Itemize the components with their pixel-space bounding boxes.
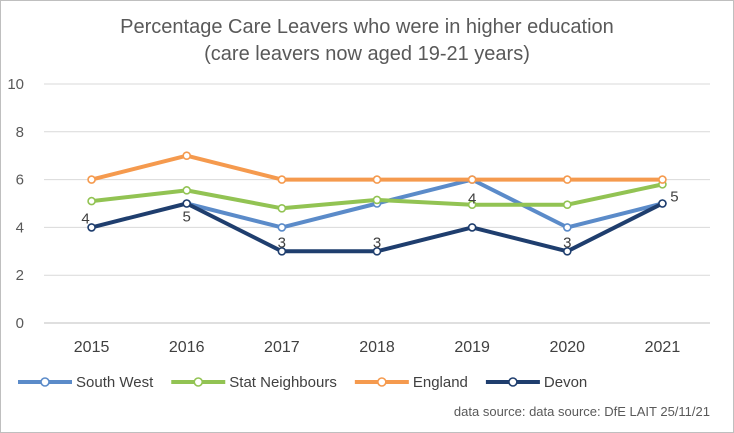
data-point-stat-neighbours [562, 200, 572, 209]
y-tick-label: 10 [7, 76, 24, 93]
x-tick-label: 2019 [454, 339, 490, 356]
legend-item-south-west: South West [18, 374, 154, 391]
data-point-devon [87, 223, 96, 232]
legend-item-england: England [354, 374, 468, 391]
legend-label: South West [76, 374, 154, 391]
data-label: 4 [468, 190, 476, 207]
data-point-stat-neighbours [372, 195, 382, 205]
legend-label: Devon [544, 374, 587, 391]
data-label: 3 [373, 234, 381, 251]
legend-label: Stat Neighbours [229, 374, 337, 391]
y-tick-label: 2 [16, 267, 24, 284]
data-point-england [277, 175, 287, 184]
x-tick-label: 2021 [645, 339, 681, 356]
data-point-england [87, 175, 96, 184]
x-tick-label: 2018 [359, 339, 395, 356]
y-tick-label: 4 [16, 219, 24, 236]
legend-marker [193, 377, 204, 387]
data-labels: 4 5 3 3 4 3 5 [81, 189, 678, 252]
y-tick-label: 8 [16, 124, 24, 141]
data-point-devon [372, 247, 382, 256]
legend-item-devon: Devon [485, 374, 587, 391]
data-point-stat-neighbours [87, 196, 96, 206]
x-tick-label: 2015 [74, 339, 110, 356]
y-axis: 0 2 4 6 8 10 [7, 76, 24, 332]
data-label: 4 [81, 210, 89, 227]
x-tick-label: 2017 [264, 339, 300, 356]
legend-item-stat-neighbours: Stat Neighbours [171, 374, 337, 391]
x-axis: 2015 2016 2017 2018 2019 2020 2021 [74, 339, 681, 356]
data-source-note: data source: data source: DfE LAIT 25/11… [453, 404, 710, 419]
data-point-south-west [562, 223, 572, 232]
chart-title-line2: (care leavers now aged 19-21 years) [204, 43, 530, 65]
y-tick-label: 6 [16, 172, 24, 189]
data-point-england [182, 151, 192, 160]
series-stat-neighbours [87, 180, 667, 213]
data-point-devon [182, 199, 192, 208]
data-point-south-west [277, 223, 287, 232]
legend: South West Stat Neighbours England Devon [18, 374, 587, 391]
chart-title: Percentage Care Leavers who were in high… [0, 14, 734, 68]
legend-marker [40, 377, 50, 387]
data-point-stat-neighbours [467, 200, 477, 209]
data-point-england [467, 175, 477, 184]
data-point-stat-neighbours [182, 186, 192, 195]
data-label: 3 [278, 234, 286, 251]
x-tick-label: 2020 [549, 339, 585, 356]
series-lines [87, 151, 667, 256]
data-point-devon [562, 247, 572, 256]
data-point-devon [658, 199, 667, 208]
y-tick-label: 0 [16, 315, 24, 332]
series-england [87, 151, 667, 184]
data-point-england [562, 175, 572, 184]
x-tick-label: 2016 [169, 339, 205, 356]
data-point-stat-neighbours [277, 203, 287, 213]
series-line-south-west [186, 177, 663, 230]
chart-title-line1: Percentage Care Leavers who were in high… [120, 16, 614, 38]
data-point-england [372, 175, 382, 184]
legend-label: England [413, 374, 468, 391]
data-point-devon [277, 247, 287, 256]
data-label: 5 [670, 189, 678, 206]
data-point-devon [467, 223, 477, 232]
series-devon [87, 199, 667, 256]
legend-marker [508, 377, 518, 387]
data-point-england [658, 175, 667, 184]
data-label: 3 [563, 234, 571, 251]
legend-marker [377, 377, 387, 387]
data-label: 5 [183, 209, 191, 226]
